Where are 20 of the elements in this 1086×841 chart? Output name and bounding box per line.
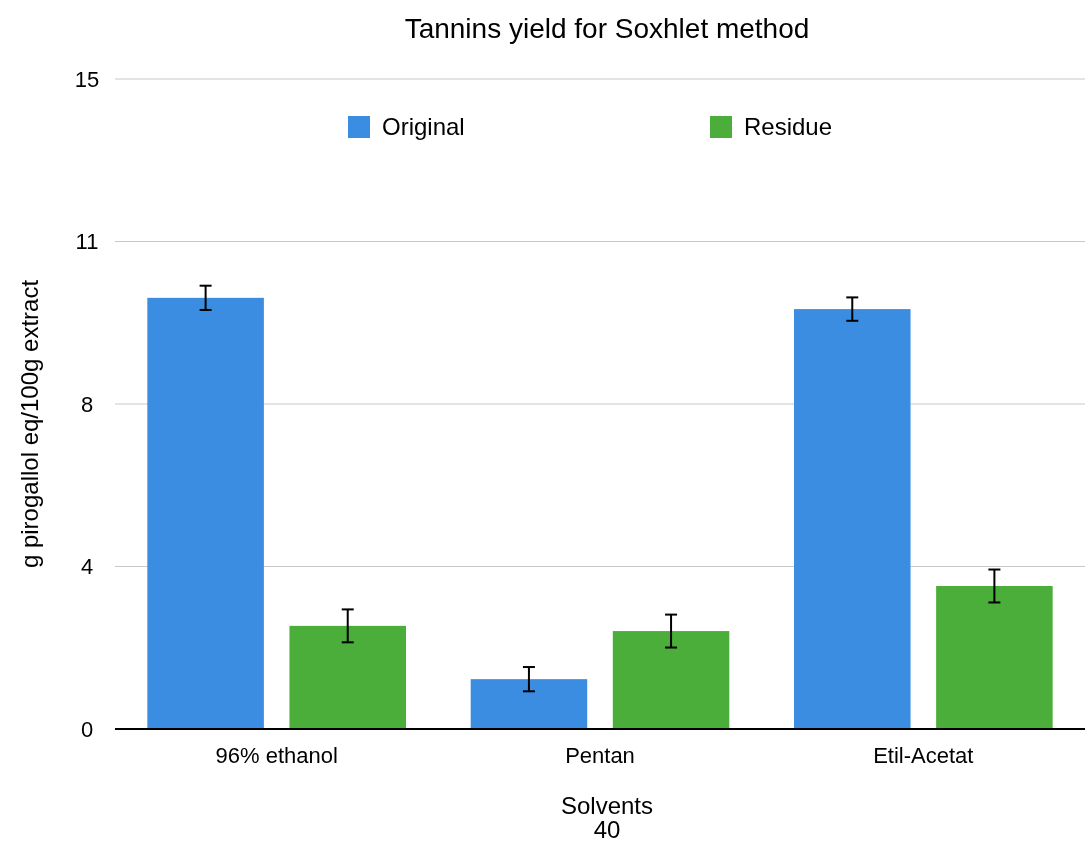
legend-label: Residue [744,113,833,141]
x-tick-label: Etil-Acetat [873,743,974,768]
bar [147,297,264,729]
y-tick-label: 15 [74,66,100,92]
bar [289,625,406,729]
bar [470,679,588,729]
x-tick-label: 96% ethanol [215,743,338,768]
bar [936,586,1053,729]
chart-title: Tannins yield for Soxhlet method [404,13,810,44]
x-tick-label: Pentan [565,743,635,768]
x-axis-title: Solvents [560,792,654,819]
legend-label: Original [382,113,465,141]
bar [794,309,911,729]
bar [612,631,730,729]
y-tick-label: 0 [80,716,94,742]
y-tick-label: 4 [80,554,94,580]
y-tick-label: 8 [80,391,94,417]
text: 40 [593,816,621,841]
y-tick-label: 11 [75,229,99,255]
y-axis-title: g pirogallol eq/100g extract [16,279,43,569]
